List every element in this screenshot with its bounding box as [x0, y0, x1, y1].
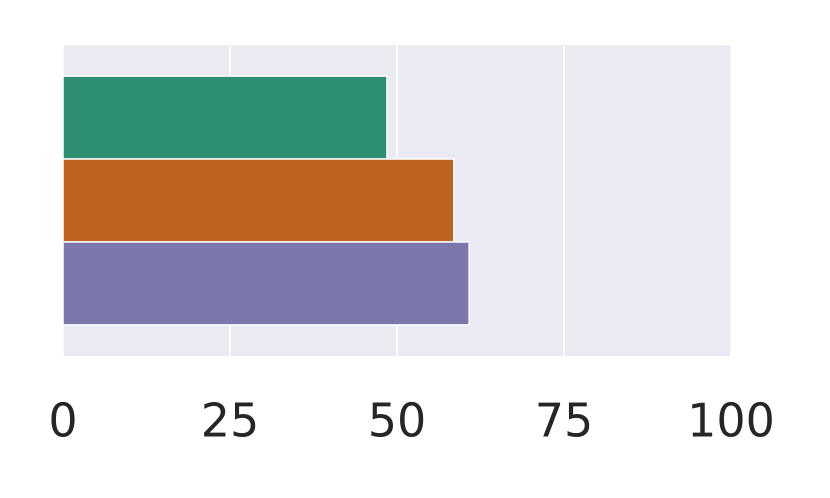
bar [62, 158, 455, 243]
bar [62, 241, 470, 326]
x-tick-label: 25 [201, 394, 260, 448]
x-tick-label: 75 [535, 394, 594, 448]
x-tick-label: 50 [368, 394, 427, 448]
x-tick-label: 0 [48, 394, 77, 448]
bar [62, 75, 388, 160]
x-tick-label: 100 [687, 394, 775, 448]
